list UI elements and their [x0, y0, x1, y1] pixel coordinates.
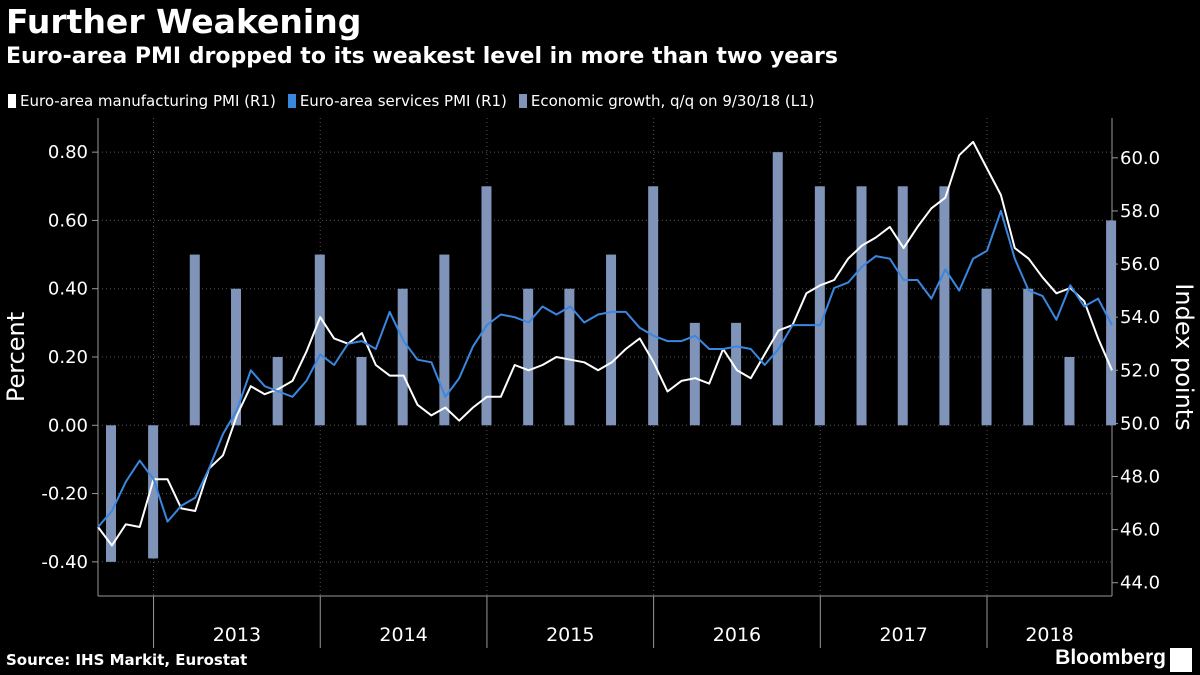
- growth-bar: [606, 254, 617, 426]
- left-tick-label: -0.20: [41, 484, 88, 505]
- year-label: 2015: [546, 624, 594, 646]
- growth-bar: [814, 186, 825, 426]
- growth-bar: [981, 288, 992, 426]
- legend-item-growth: Economic growth, q/q on 9/30/18 (L1): [518, 92, 815, 110]
- legend-label-growth: Economic growth, q/q on 9/30/18 (L1): [530, 92, 815, 110]
- growth-bar: [689, 322, 700, 426]
- growth-bar: [856, 186, 867, 426]
- chart-title: Further Weakening: [6, 2, 362, 41]
- growth-bar: [189, 254, 200, 426]
- left-tick-label: 0.40: [48, 279, 88, 300]
- legend-item-services: Euro-area services PMI (R1): [287, 92, 507, 110]
- legend-swatch-growth: [518, 94, 527, 108]
- growth-bar: [1023, 288, 1034, 426]
- legend-label-services: Euro-area services PMI (R1): [299, 92, 507, 110]
- year-label: 2016: [713, 624, 761, 646]
- right-tick-label: 60.0: [1120, 148, 1160, 169]
- right-tick-label: 58.0: [1120, 201, 1160, 222]
- growth-bar: [105, 425, 116, 562]
- growth-bar: [564, 288, 575, 426]
- source-note: Source: IHS Markit, Eurostat: [6, 651, 248, 669]
- year-label: 2013: [213, 624, 261, 646]
- growth-bar: [439, 254, 450, 426]
- growth-bar: [314, 254, 325, 426]
- chart-legend: Euro-area manufacturing PMI (R1) Euro-ar…: [8, 90, 827, 112]
- chart-subtitle: Euro-area PMI dropped to its weakest lev…: [6, 44, 838, 69]
- right-tick-label: 52.0: [1120, 360, 1160, 381]
- growth-bar: [356, 357, 367, 426]
- growth-bar: [731, 322, 742, 426]
- left-tick-label: 0.60: [48, 210, 88, 231]
- right-axis-title: Index points: [1170, 283, 1198, 430]
- year-label: 2017: [879, 624, 927, 646]
- left-tick-label: 0.20: [48, 347, 88, 368]
- right-tick-label: 48.0: [1120, 467, 1160, 488]
- growth-bar: [481, 186, 492, 426]
- growth-bar: [1064, 357, 1075, 426]
- growth-bar: [772, 152, 783, 426]
- growth-bar: [397, 288, 408, 426]
- right-tick-label: 46.0: [1120, 520, 1160, 541]
- growth-bar: [231, 288, 242, 426]
- bloomberg-logo: Bloomberg: [1055, 646, 1166, 669]
- year-label: 2018: [1025, 624, 1073, 646]
- left-axis-title: Percent: [2, 312, 30, 402]
- legend-label-manufacturing: Euro-area manufacturing PMI (R1): [20, 92, 276, 110]
- left-tick-label: -0.40: [41, 552, 88, 573]
- year-label: 2014: [379, 624, 427, 646]
- legend-item-manufacturing: Euro-area manufacturing PMI (R1): [8, 92, 276, 110]
- right-tick-label: 44.0: [1120, 573, 1160, 594]
- growth-bar: [523, 288, 534, 426]
- growth-bar: [148, 425, 159, 559]
- left-tick-label: 0.00: [48, 415, 88, 436]
- growth-bar: [939, 186, 950, 426]
- services-pmi-line: [97, 209, 1113, 528]
- manufacturing-pmi-line: [97, 140, 1113, 547]
- right-tick-label: 50.0: [1120, 413, 1160, 434]
- growth-bar: [897, 186, 908, 426]
- left-tick-label: 0.80: [48, 142, 88, 163]
- right-tick-label: 54.0: [1120, 307, 1160, 328]
- right-tick-label: 56.0: [1120, 254, 1160, 275]
- legend-swatch-services: [287, 94, 296, 108]
- legend-swatch-manufacturing: [8, 94, 16, 108]
- growth-bar: [648, 186, 659, 426]
- bloomberg-logo-mark-icon: [1170, 648, 1192, 672]
